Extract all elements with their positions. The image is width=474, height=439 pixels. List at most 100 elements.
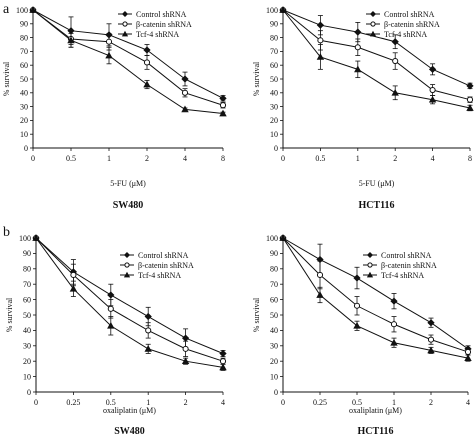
x-tick-label: 0.5 (315, 154, 325, 163)
x-tick-label: 1 (107, 154, 111, 163)
data-point (219, 363, 227, 371)
y-tick-label: 40 (270, 326, 278, 335)
data-point (279, 6, 287, 13)
legend-marker-circle (124, 262, 130, 268)
data-point (427, 346, 435, 354)
y-tick-label: 0 (274, 144, 278, 153)
data-point (428, 65, 437, 73)
data-point (69, 285, 78, 292)
y-tick-label: 30 (270, 102, 278, 111)
data-point (107, 291, 115, 299)
x-tick-label: 2 (429, 398, 433, 407)
data-point (107, 305, 114, 312)
x-tick-label: 1 (146, 398, 150, 407)
series-0 (279, 234, 472, 353)
series-2 (279, 6, 474, 112)
y-tick-label: 50 (270, 311, 278, 320)
y-tick-label: 50 (20, 75, 28, 84)
data-point (182, 345, 189, 352)
series-line (282, 9, 471, 109)
data-point (70, 271, 77, 279)
panel-label-a: a (3, 2, 10, 17)
data-point (429, 86, 436, 94)
data-point (181, 75, 189, 83)
legend-label: Tcf-4 shRNA (381, 271, 424, 280)
x-tick-label: 0 (31, 154, 35, 163)
legend-marker-triangle (366, 271, 374, 278)
y-tick-label: 90 (270, 20, 278, 29)
x-tick-label: 4 (183, 154, 187, 163)
data-point (391, 38, 399, 46)
data-point (354, 44, 361, 51)
data-point (219, 102, 227, 109)
y-tick-label: 80 (270, 265, 278, 274)
legend-label: Tcf-4 shRNA (384, 30, 427, 39)
data-point (181, 357, 190, 365)
chart-title: HCT116 (357, 426, 393, 437)
series-line (282, 237, 469, 350)
data-point (392, 58, 399, 65)
series-1 (279, 6, 474, 103)
y-tick-label: 30 (23, 342, 31, 351)
y-tick-label: 20 (23, 357, 31, 366)
y-tick-label: 90 (270, 249, 278, 258)
data-point (466, 82, 474, 90)
y-tick-label: 100 (266, 234, 278, 243)
x-axis-title: oxaliplatin (μM) (349, 406, 402, 415)
y-tick-label: 50 (270, 75, 278, 84)
y-tick-label: 80 (23, 265, 31, 274)
y-tick-label: 90 (20, 20, 28, 29)
data-point (181, 334, 190, 342)
legend-marker-diamond (366, 251, 374, 259)
y-tick-label: 40 (270, 89, 278, 98)
y-axis-title: % survival (252, 297, 261, 332)
data-point (316, 291, 324, 298)
x-tick-label: 2 (145, 154, 149, 163)
data-point (390, 338, 398, 346)
y-tick-label: 50 (23, 311, 31, 320)
legend-marker-circle (122, 21, 128, 27)
x-axis-title: 5-FU (μM) (359, 179, 395, 188)
x-tick-label: 0.25 (313, 398, 327, 407)
series-2 (32, 234, 227, 371)
data-point (219, 349, 227, 358)
data-point (317, 37, 324, 44)
legend-label: Control shRNA (138, 251, 189, 260)
series-line (35, 237, 224, 368)
data-point (466, 96, 474, 103)
data-point (279, 234, 287, 241)
legend-label: Tcf-4 shRNA (138, 271, 181, 280)
y-tick-label: 90 (23, 249, 31, 258)
x-tick-label: 0.25 (66, 398, 80, 407)
chart-2: 0 10 20 30 40 50 60 70 80 90 100 0 0.25 0.5 1 2 4 % survi… (5, 234, 227, 437)
chart-title: SW480 (114, 426, 145, 437)
legend-label: Tcf-4 shRNA (136, 30, 179, 39)
series-line (282, 237, 469, 353)
y-tick-label: 20 (20, 116, 28, 125)
y-tick-label: 0 (27, 388, 31, 397)
y-tick-label: 80 (270, 33, 278, 42)
y-tick-label: 20 (270, 116, 278, 125)
x-tick-label: 1 (392, 398, 396, 407)
y-tick-label: 100 (16, 6, 28, 15)
data-point (464, 348, 472, 356)
x-tick-label: 0.5 (66, 154, 76, 163)
series-line (282, 9, 471, 101)
y-tick-label: 100 (266, 6, 278, 15)
y-tick-label: 30 (270, 342, 278, 351)
data-point (29, 6, 37, 13)
chart-1: 0 10 20 30 40 50 60 70 80 90 100 0 0.5 1 2 4 8 % survival… (252, 6, 474, 211)
data-point (145, 327, 152, 334)
y-tick-label: 60 (20, 61, 28, 70)
data-point (427, 336, 435, 343)
data-point (107, 321, 115, 329)
legend-marker-triangle (121, 30, 129, 37)
series-line (35, 237, 224, 354)
y-tick-label: 60 (23, 295, 31, 304)
data-point (105, 38, 113, 45)
series-0 (32, 234, 227, 358)
data-point (353, 321, 361, 329)
x-tick-label: 2 (393, 154, 397, 163)
